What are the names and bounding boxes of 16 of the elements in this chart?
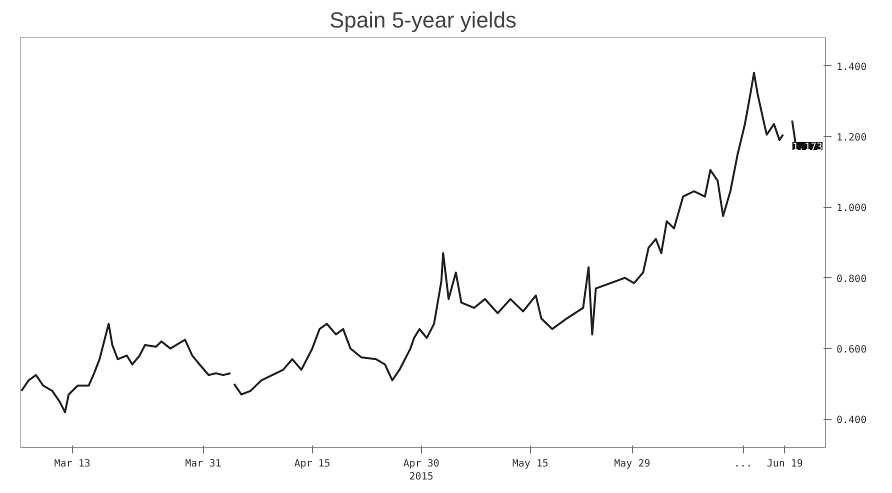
x-tick-label: Apr 30 2015 <box>403 458 440 483</box>
x-tick-label: May 29 <box>614 458 650 470</box>
x-tick-label: Jun 19 <box>766 458 803 470</box>
x-tick-label: Mar 13 <box>54 458 90 470</box>
annotation: 1.173 <box>792 142 823 154</box>
x-tick-label: ... <box>734 458 752 470</box>
x-tick-label: Apr 15 <box>294 458 330 470</box>
y-tick-label: 1.400 <box>836 62 867 73</box>
y-tick-label: 0.400 <box>836 415 867 426</box>
chart-title: Spain 5-year yields <box>329 8 517 32</box>
y-tick-label: 1.000 <box>836 203 867 214</box>
x-tick-label: May 15 <box>512 458 548 470</box>
y-tick-label: 1.200 <box>836 132 867 144</box>
y-tick-label: 0.600 <box>836 344 867 356</box>
x-tick-label: Mar 31 <box>185 458 222 470</box>
y-tick-label: 0.800 <box>836 274 867 285</box>
